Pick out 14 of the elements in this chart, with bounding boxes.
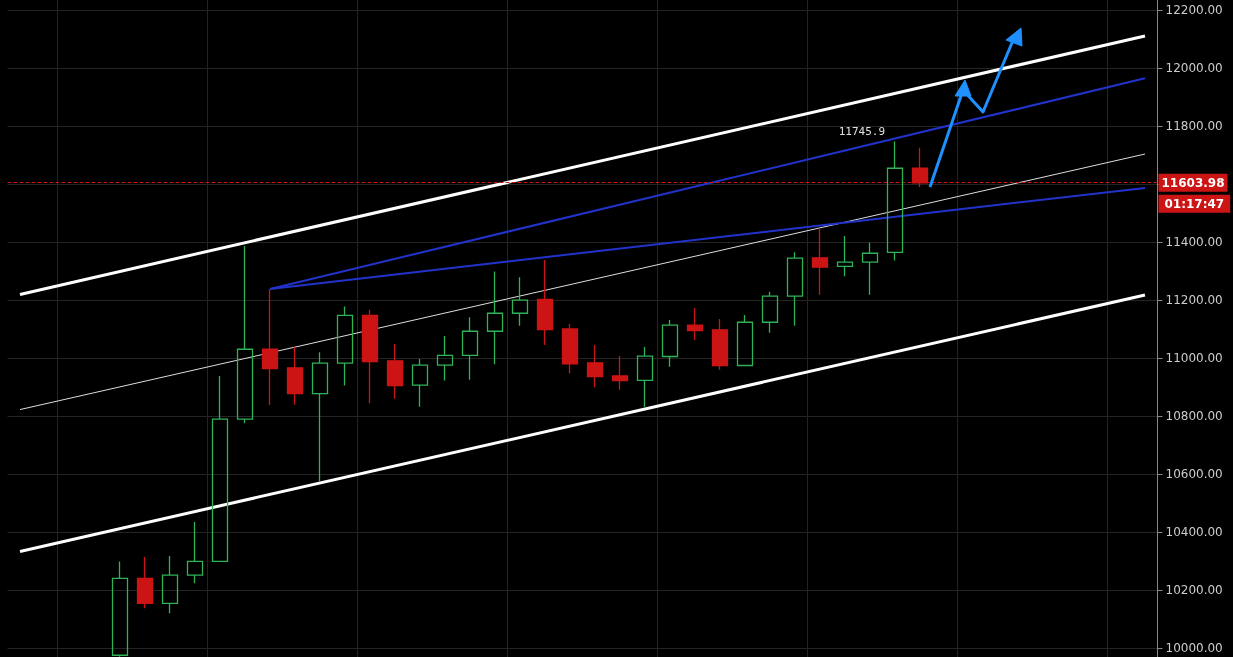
text: 01:17:47 xyxy=(1164,196,1225,211)
y-tick-label: 10400.00 xyxy=(1165,524,1223,539)
y-tick-label: 10200.00 xyxy=(1165,582,1223,597)
y-tick-label: 10000.00 xyxy=(1165,641,1223,656)
y-tick-label: 11400.00 xyxy=(1165,234,1223,249)
ref-line-label: 11603.98 xyxy=(1161,175,1225,190)
y-tick-label: 12000.00 xyxy=(1165,60,1223,75)
annotation: 11745.9 xyxy=(838,125,885,139)
y-tick-label: 11200.00 xyxy=(1165,292,1223,307)
y-tick-label: 11000.00 xyxy=(1165,350,1223,365)
y-tick-label: 12200.00 xyxy=(1165,2,1223,17)
y-tick-label: 10800.00 xyxy=(1165,408,1223,423)
y-tick-label: 10600.00 xyxy=(1165,466,1223,481)
y-tick-label: 11800.00 xyxy=(1165,118,1223,133)
